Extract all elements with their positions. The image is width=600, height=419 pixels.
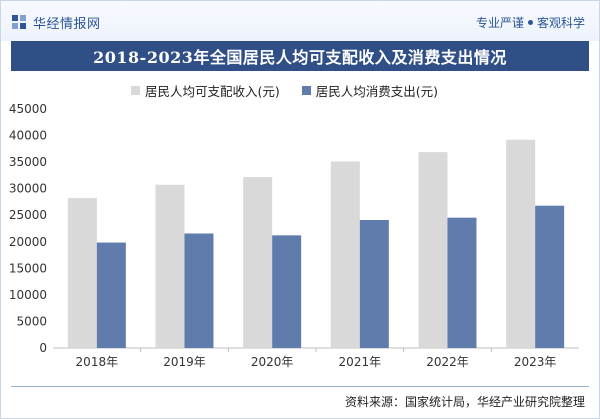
legend-label-income: 居民人均可支配收入(元): [145, 84, 280, 99]
bar-income: [418, 152, 448, 348]
bar-spending: [535, 205, 565, 348]
y-tick-label: 20000: [9, 235, 47, 249]
brand: 华经情报网: [11, 13, 101, 32]
y-tick-label: 10000: [9, 288, 47, 302]
top-bar: 华经情报网 专业严谨 客观科学: [1, 1, 599, 41]
bar-income: [243, 177, 273, 348]
slogan: 专业严谨 客观科学: [476, 14, 585, 31]
brand-name: 华经情报网: [33, 16, 101, 32]
source-note: 资料来源：国家统计局，华经产业研究院整理: [344, 395, 585, 409]
legend-item-spending: 居民人均消费支出(元): [301, 81, 439, 100]
footer-divider: [11, 386, 589, 387]
y-tick-label: 0: [39, 341, 47, 355]
slogan-left: 专业严谨: [475, 16, 524, 30]
bar-income: [155, 184, 185, 348]
slogan-dot-icon: [527, 20, 533, 25]
brand-logo-icon: [12, 15, 26, 29]
x-tick-label: 2021年: [339, 355, 382, 369]
legend-item-income: 居民人均可支配收入(元): [131, 81, 280, 100]
bar-spending: [447, 217, 477, 348]
y-tick-label: 15000: [9, 261, 47, 275]
legend-label-spending: 居民人均消费支出(元): [315, 84, 439, 99]
y-tick-label: 35000: [9, 155, 47, 169]
x-tick-label: 2019年: [163, 355, 206, 369]
y-tick-label: 25000: [9, 208, 47, 222]
x-tick-label: 2022年: [426, 355, 469, 369]
title-band: 2018-2023年全国居民人均可支配收入及消费支出情况: [11, 41, 589, 71]
y-tick-label: 5000: [16, 314, 47, 328]
slogan-right: 客观科学: [536, 16, 585, 30]
legend-swatch-income: [131, 86, 140, 95]
bar-spending: [96, 242, 126, 348]
bar-spending: [359, 220, 389, 348]
bar-spending: [272, 235, 302, 348]
x-tick-label: 2023年: [514, 355, 557, 369]
legend-swatch-spending: [301, 86, 311, 95]
y-tick-label: 30000: [9, 182, 47, 196]
x-tick-label: 2020年: [251, 355, 294, 369]
bar-spending: [184, 233, 214, 348]
y-tick-label: 40000: [9, 129, 47, 143]
bar-income: [330, 161, 360, 348]
legend: 居民人均可支配收入(元) 居民人均消费支出(元): [131, 81, 438, 100]
y-tick-label: 45000: [9, 102, 47, 116]
chart-title: 2018-2023年全国居民人均可支配收入及消费支出情况: [93, 48, 507, 67]
bar-income: [506, 139, 536, 348]
bar-income: [67, 198, 97, 348]
x-tick-label: 2018年: [76, 355, 119, 369]
